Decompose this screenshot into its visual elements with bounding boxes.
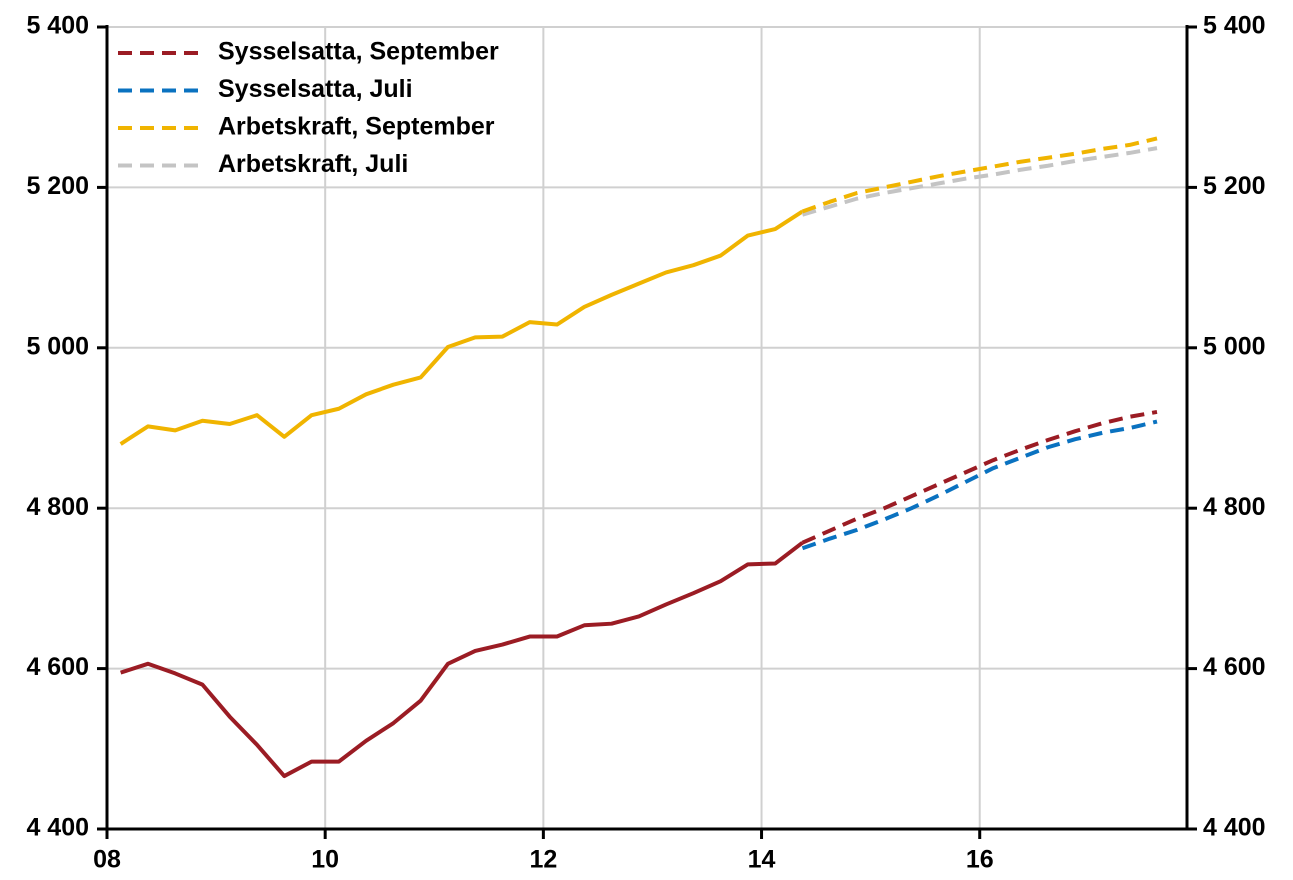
y2-tick-label: 5 200 [1203, 172, 1266, 200]
y-tick-label: 4 600 [26, 653, 89, 681]
x-tick-label: 14 [748, 846, 776, 874]
forecast-line [801, 419, 1158, 551]
y-tick-label: 5 200 [26, 172, 89, 200]
x-tick-label: 08 [93, 846, 121, 874]
x-tick-label: 12 [529, 846, 557, 874]
legend-label: Sysselsatta, Juli [218, 75, 413, 103]
y2-tick-label: 5 000 [1203, 332, 1266, 360]
y-tick-label: 4 800 [26, 493, 89, 521]
history-line [120, 541, 804, 779]
forecast-line [801, 409, 1158, 545]
legend-label: Arbetskraft, September [218, 113, 495, 141]
x-tick-label: 16 [966, 846, 994, 874]
legend-label: Sysselsatta, September [218, 38, 499, 66]
y-tick-label: 5 000 [26, 332, 89, 360]
y-tick-label: 4 400 [26, 814, 89, 842]
y2-tick-label: 4 800 [1203, 493, 1266, 521]
y2-tick-label: 4 600 [1203, 653, 1266, 681]
forecast-line [801, 136, 1158, 214]
y2-tick-label: 5 400 [1203, 12, 1266, 40]
forecast-line [801, 146, 1158, 217]
history-line [119, 209, 804, 446]
y-tick-label: 5 400 [26, 12, 89, 40]
legend-label: Arbetskraft, Juli [218, 150, 408, 178]
y2-tick-label: 4 400 [1203, 814, 1266, 842]
x-tick-label: 10 [311, 846, 339, 874]
